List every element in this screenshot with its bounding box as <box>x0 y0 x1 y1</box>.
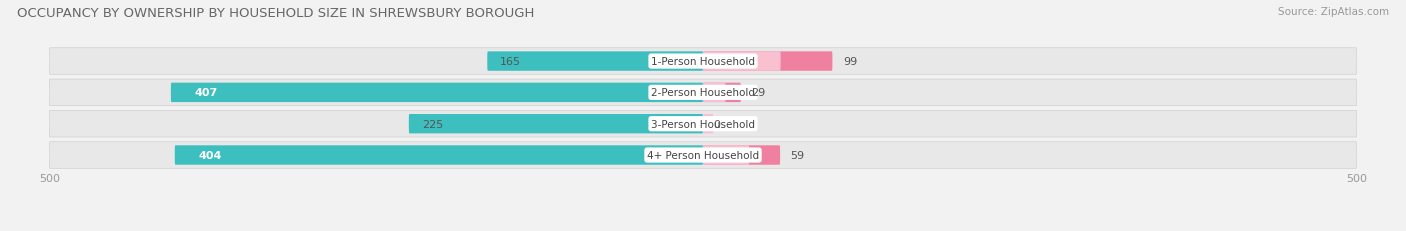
FancyBboxPatch shape <box>703 146 780 165</box>
FancyBboxPatch shape <box>703 52 832 71</box>
FancyBboxPatch shape <box>703 83 725 103</box>
FancyBboxPatch shape <box>409 115 703 134</box>
FancyBboxPatch shape <box>49 49 1357 75</box>
Text: 29: 29 <box>751 88 766 98</box>
FancyBboxPatch shape <box>488 52 703 71</box>
FancyBboxPatch shape <box>703 83 741 103</box>
Text: 3-Person Household: 3-Person Household <box>651 119 755 129</box>
Text: 0: 0 <box>713 119 720 129</box>
FancyBboxPatch shape <box>49 142 1357 169</box>
Text: 99: 99 <box>844 57 858 67</box>
Text: 59: 59 <box>790 150 804 160</box>
Text: 2-Person Household: 2-Person Household <box>651 88 755 98</box>
FancyBboxPatch shape <box>174 146 703 165</box>
FancyBboxPatch shape <box>703 52 780 71</box>
Text: 1-Person Household: 1-Person Household <box>651 57 755 67</box>
FancyBboxPatch shape <box>703 146 749 165</box>
Text: 404: 404 <box>198 150 222 160</box>
FancyBboxPatch shape <box>49 80 1357 106</box>
Text: OCCUPANCY BY OWNERSHIP BY HOUSEHOLD SIZE IN SHREWSBURY BOROUGH: OCCUPANCY BY OWNERSHIP BY HOUSEHOLD SIZE… <box>17 7 534 20</box>
Text: 225: 225 <box>422 119 443 129</box>
Text: 165: 165 <box>501 57 522 67</box>
FancyBboxPatch shape <box>170 83 703 103</box>
Text: Source: ZipAtlas.com: Source: ZipAtlas.com <box>1278 7 1389 17</box>
Text: 407: 407 <box>194 88 218 98</box>
Text: 4+ Person Household: 4+ Person Household <box>647 150 759 160</box>
FancyBboxPatch shape <box>49 111 1357 137</box>
FancyBboxPatch shape <box>703 115 713 134</box>
